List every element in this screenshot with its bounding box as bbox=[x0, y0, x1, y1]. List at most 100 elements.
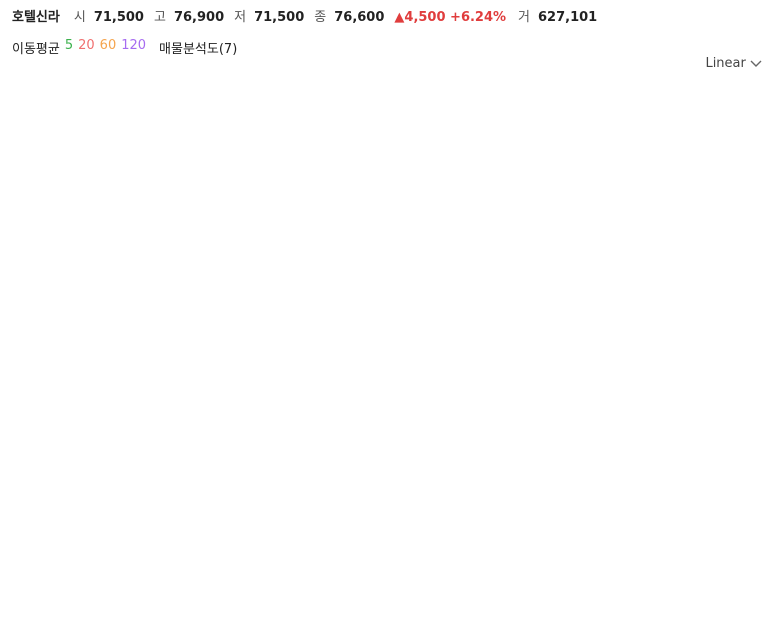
volume-bar bbox=[555, 590, 563, 601]
volume-bar bbox=[586, 580, 594, 601]
volume-bar bbox=[252, 584, 260, 601]
volume-bar bbox=[356, 588, 364, 601]
candle-body bbox=[649, 436, 657, 444]
volume-bar bbox=[32, 589, 40, 601]
volume-bar bbox=[419, 582, 427, 601]
volume-bar bbox=[137, 591, 145, 601]
y-tick-label: 91,252 bbox=[695, 156, 737, 170]
volume-bar bbox=[628, 586, 636, 601]
legend-entry[interactable]: 60 bbox=[99, 38, 117, 53]
candle-body bbox=[440, 425, 448, 440]
chevron bbox=[750, 60, 762, 67]
profile-label: 4.06m (8.34%) bbox=[78, 435, 168, 449]
volume-bar bbox=[638, 583, 646, 601]
price-tag-label: 76,600 bbox=[696, 357, 742, 371]
volume-bar bbox=[377, 587, 385, 601]
candle-body bbox=[471, 347, 479, 357]
x-tick-label: 11월 bbox=[305, 606, 331, 620]
x-tick-label: 9월 bbox=[111, 606, 130, 620]
legend-entry[interactable]: 120 bbox=[121, 38, 147, 53]
volume-bar bbox=[220, 586, 228, 601]
candle-body bbox=[283, 172, 291, 184]
scale-mode[interactable]: Linear bbox=[705, 56, 762, 71]
volume-bar bbox=[492, 589, 500, 601]
candle-body bbox=[492, 357, 500, 369]
field-label: 고 bbox=[153, 10, 166, 25]
candle-body bbox=[11, 130, 19, 137]
y-tick-label: 87,993 bbox=[695, 201, 737, 215]
legend-entry[interactable]: 5 bbox=[64, 38, 74, 53]
volume-bar bbox=[126, 592, 134, 601]
candle-body bbox=[32, 115, 40, 128]
volume-bar bbox=[262, 583, 270, 601]
y-tick-label: 84,734 bbox=[695, 245, 737, 259]
profile-label: 6.60m (13.56%) bbox=[183, 382, 280, 396]
candle-body bbox=[356, 291, 364, 302]
volume-bar bbox=[241, 578, 249, 601]
profile-label[interactable]: 매물분석도(7) bbox=[159, 42, 238, 57]
indicator-bar[interactable]: 이동평균 5 20 60 120 매물분석도(7) bbox=[12, 38, 237, 57]
field-label: 저 bbox=[234, 10, 247, 25]
volume-bar bbox=[503, 591, 511, 601]
candle-body bbox=[315, 187, 322, 263]
volume-value: 627,101 bbox=[57, 505, 112, 519]
volume-bar bbox=[325, 574, 333, 601]
volume-bar bbox=[576, 588, 584, 601]
candle-body bbox=[325, 262, 333, 305]
volume-bar bbox=[273, 587, 281, 601]
y-tick-label: 71,698 bbox=[695, 424, 737, 438]
candle-body bbox=[64, 187, 72, 229]
candle-body bbox=[116, 194, 124, 207]
volume-bar bbox=[607, 587, 615, 601]
candle-body bbox=[231, 201, 239, 246]
ma-label[interactable]: 이동평균 bbox=[12, 42, 60, 57]
candle-body bbox=[294, 179, 302, 184]
y-tick-label: 78,216 bbox=[695, 335, 737, 349]
profile-bar bbox=[0, 98, 197, 153]
candle-body bbox=[429, 386, 437, 426]
volume-bar bbox=[179, 591, 187, 601]
candle-body bbox=[555, 335, 563, 343]
ma-line bbox=[4, 125, 664, 429]
volume-bar bbox=[200, 590, 208, 601]
candle-body bbox=[126, 194, 134, 196]
candle-body bbox=[179, 179, 187, 195]
profile-label: 4.25m (8.74%) bbox=[87, 224, 177, 238]
candle-body bbox=[189, 186, 197, 195]
candle-body bbox=[628, 399, 636, 409]
volume-bar bbox=[64, 580, 72, 601]
field-value: 71,500 bbox=[93, 10, 144, 25]
volume-bar bbox=[116, 590, 124, 601]
stock-name: 호텔신라 bbox=[12, 10, 60, 25]
candle-body bbox=[252, 156, 260, 169]
volume-bar bbox=[544, 587, 552, 601]
ma-line bbox=[4, 147, 664, 285]
volume-bar bbox=[85, 586, 93, 601]
candle-body bbox=[524, 339, 531, 362]
y-tick-label: 68,439 bbox=[695, 468, 737, 482]
candle-body bbox=[74, 228, 82, 257]
candle-body bbox=[241, 168, 249, 202]
volume-bar bbox=[43, 587, 51, 601]
candle-body bbox=[513, 361, 521, 378]
volume-bar bbox=[659, 585, 667, 601]
volume-bar bbox=[335, 584, 343, 601]
volume-bar bbox=[315, 532, 322, 601]
high-annotation: ▼ 최고 95,800 (-20.04%) bbox=[26, 86, 182, 101]
volume-bar bbox=[618, 585, 626, 601]
field-value: 71,500 bbox=[254, 10, 305, 25]
candle-body bbox=[1, 130, 9, 137]
candle-body bbox=[137, 187, 145, 196]
profile-bar bbox=[0, 363, 294, 417]
candle-body bbox=[618, 369, 626, 400]
field-value: 627,101 bbox=[538, 10, 598, 25]
profile-bar bbox=[0, 204, 189, 259]
candle-body bbox=[388, 310, 396, 318]
volume-bar bbox=[74, 582, 82, 601]
candle-body bbox=[200, 186, 208, 209]
legend-entry[interactable]: 20 bbox=[78, 38, 95, 53]
profile-bar bbox=[0, 310, 371, 365]
scale-mode-text[interactable]: Linear bbox=[705, 56, 746, 71]
volume-bar bbox=[524, 588, 531, 601]
